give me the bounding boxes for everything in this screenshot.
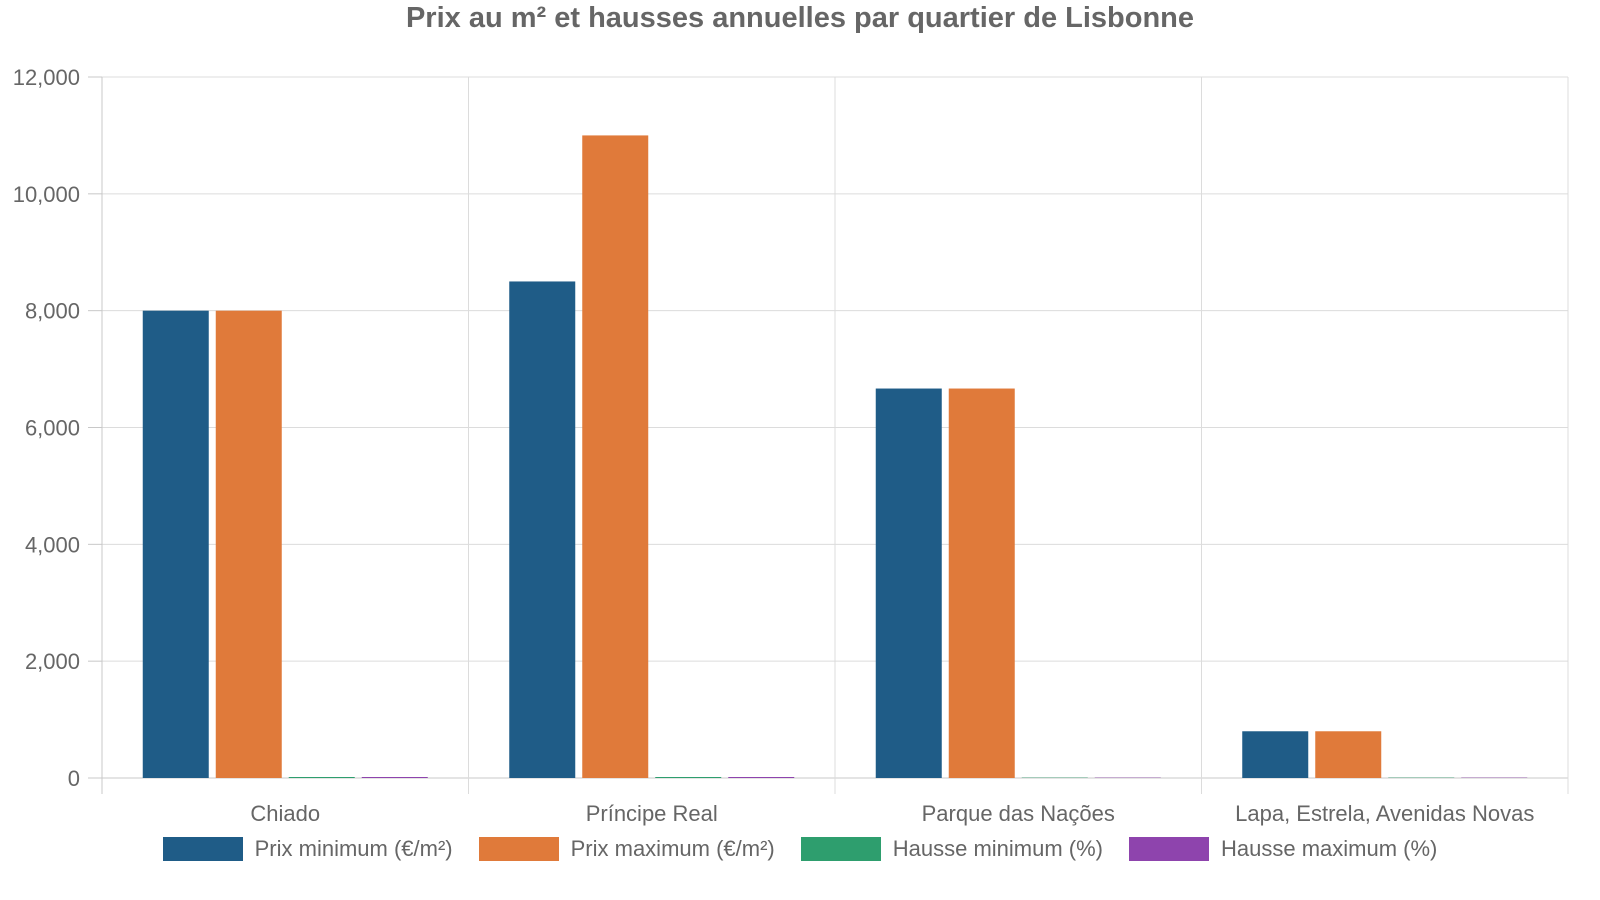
bar (361, 777, 428, 778)
y-tick-label: 12,000 (13, 65, 80, 90)
bar (1461, 777, 1528, 778)
legend-item[interactable]: Prix minimum (€/m²) (162, 836, 453, 862)
bar (728, 777, 795, 778)
bar (655, 777, 722, 778)
legend-swatch (162, 837, 243, 861)
chart-title: Prix au m² et hausses annuelles par quar… (405, 2, 1195, 34)
legend-swatch (478, 837, 559, 861)
y-tick-label: 0 (68, 766, 80, 791)
bar (1094, 777, 1161, 778)
bar (1388, 777, 1455, 778)
bar (509, 281, 576, 778)
bar (948, 388, 1015, 778)
bar (875, 388, 942, 778)
y-tick-label: 8,000 (25, 299, 80, 324)
y-tick-label: 10,000 (13, 182, 80, 207)
x-tick-label: Príncipe Real (586, 801, 718, 826)
legend-swatch (1129, 837, 1209, 861)
bar (1315, 731, 1382, 778)
legend-item[interactable]: Prix maximum (€/m²) (478, 836, 775, 862)
chart-legend: Prix minimum (€/m²) Prix maximum (€/m²) Ha… (0, 836, 1600, 862)
bar (288, 777, 355, 778)
bar (1021, 777, 1088, 778)
x-tick-label: Chiado (250, 801, 320, 826)
legend-label: Hausse minimum (%) (892, 836, 1103, 861)
y-tick-label: 6,000 (25, 416, 80, 441)
legend-item[interactable]: Hausse minimum (%) (800, 836, 1103, 862)
legend-label: Prix maximum (€/m²) (570, 836, 775, 861)
bar (142, 310, 209, 778)
legend-swatch (800, 837, 881, 861)
y-tick-label: 2,000 (25, 649, 80, 674)
legend-item[interactable]: Hausse maximum (%) (1129, 836, 1437, 862)
x-tick-label: Lapa, Estrela, Avenidas Novas (1235, 801, 1534, 826)
x-tick-label: Parque das Nações (922, 801, 1115, 826)
y-tick-label: 4,000 (25, 532, 80, 557)
legend-label: Prix minimum (€/m²) (254, 836, 453, 861)
bar (215, 310, 282, 778)
bar (1242, 731, 1309, 778)
legend-label: Hausse maximum (%) (1221, 836, 1438, 861)
bar (582, 135, 649, 778)
